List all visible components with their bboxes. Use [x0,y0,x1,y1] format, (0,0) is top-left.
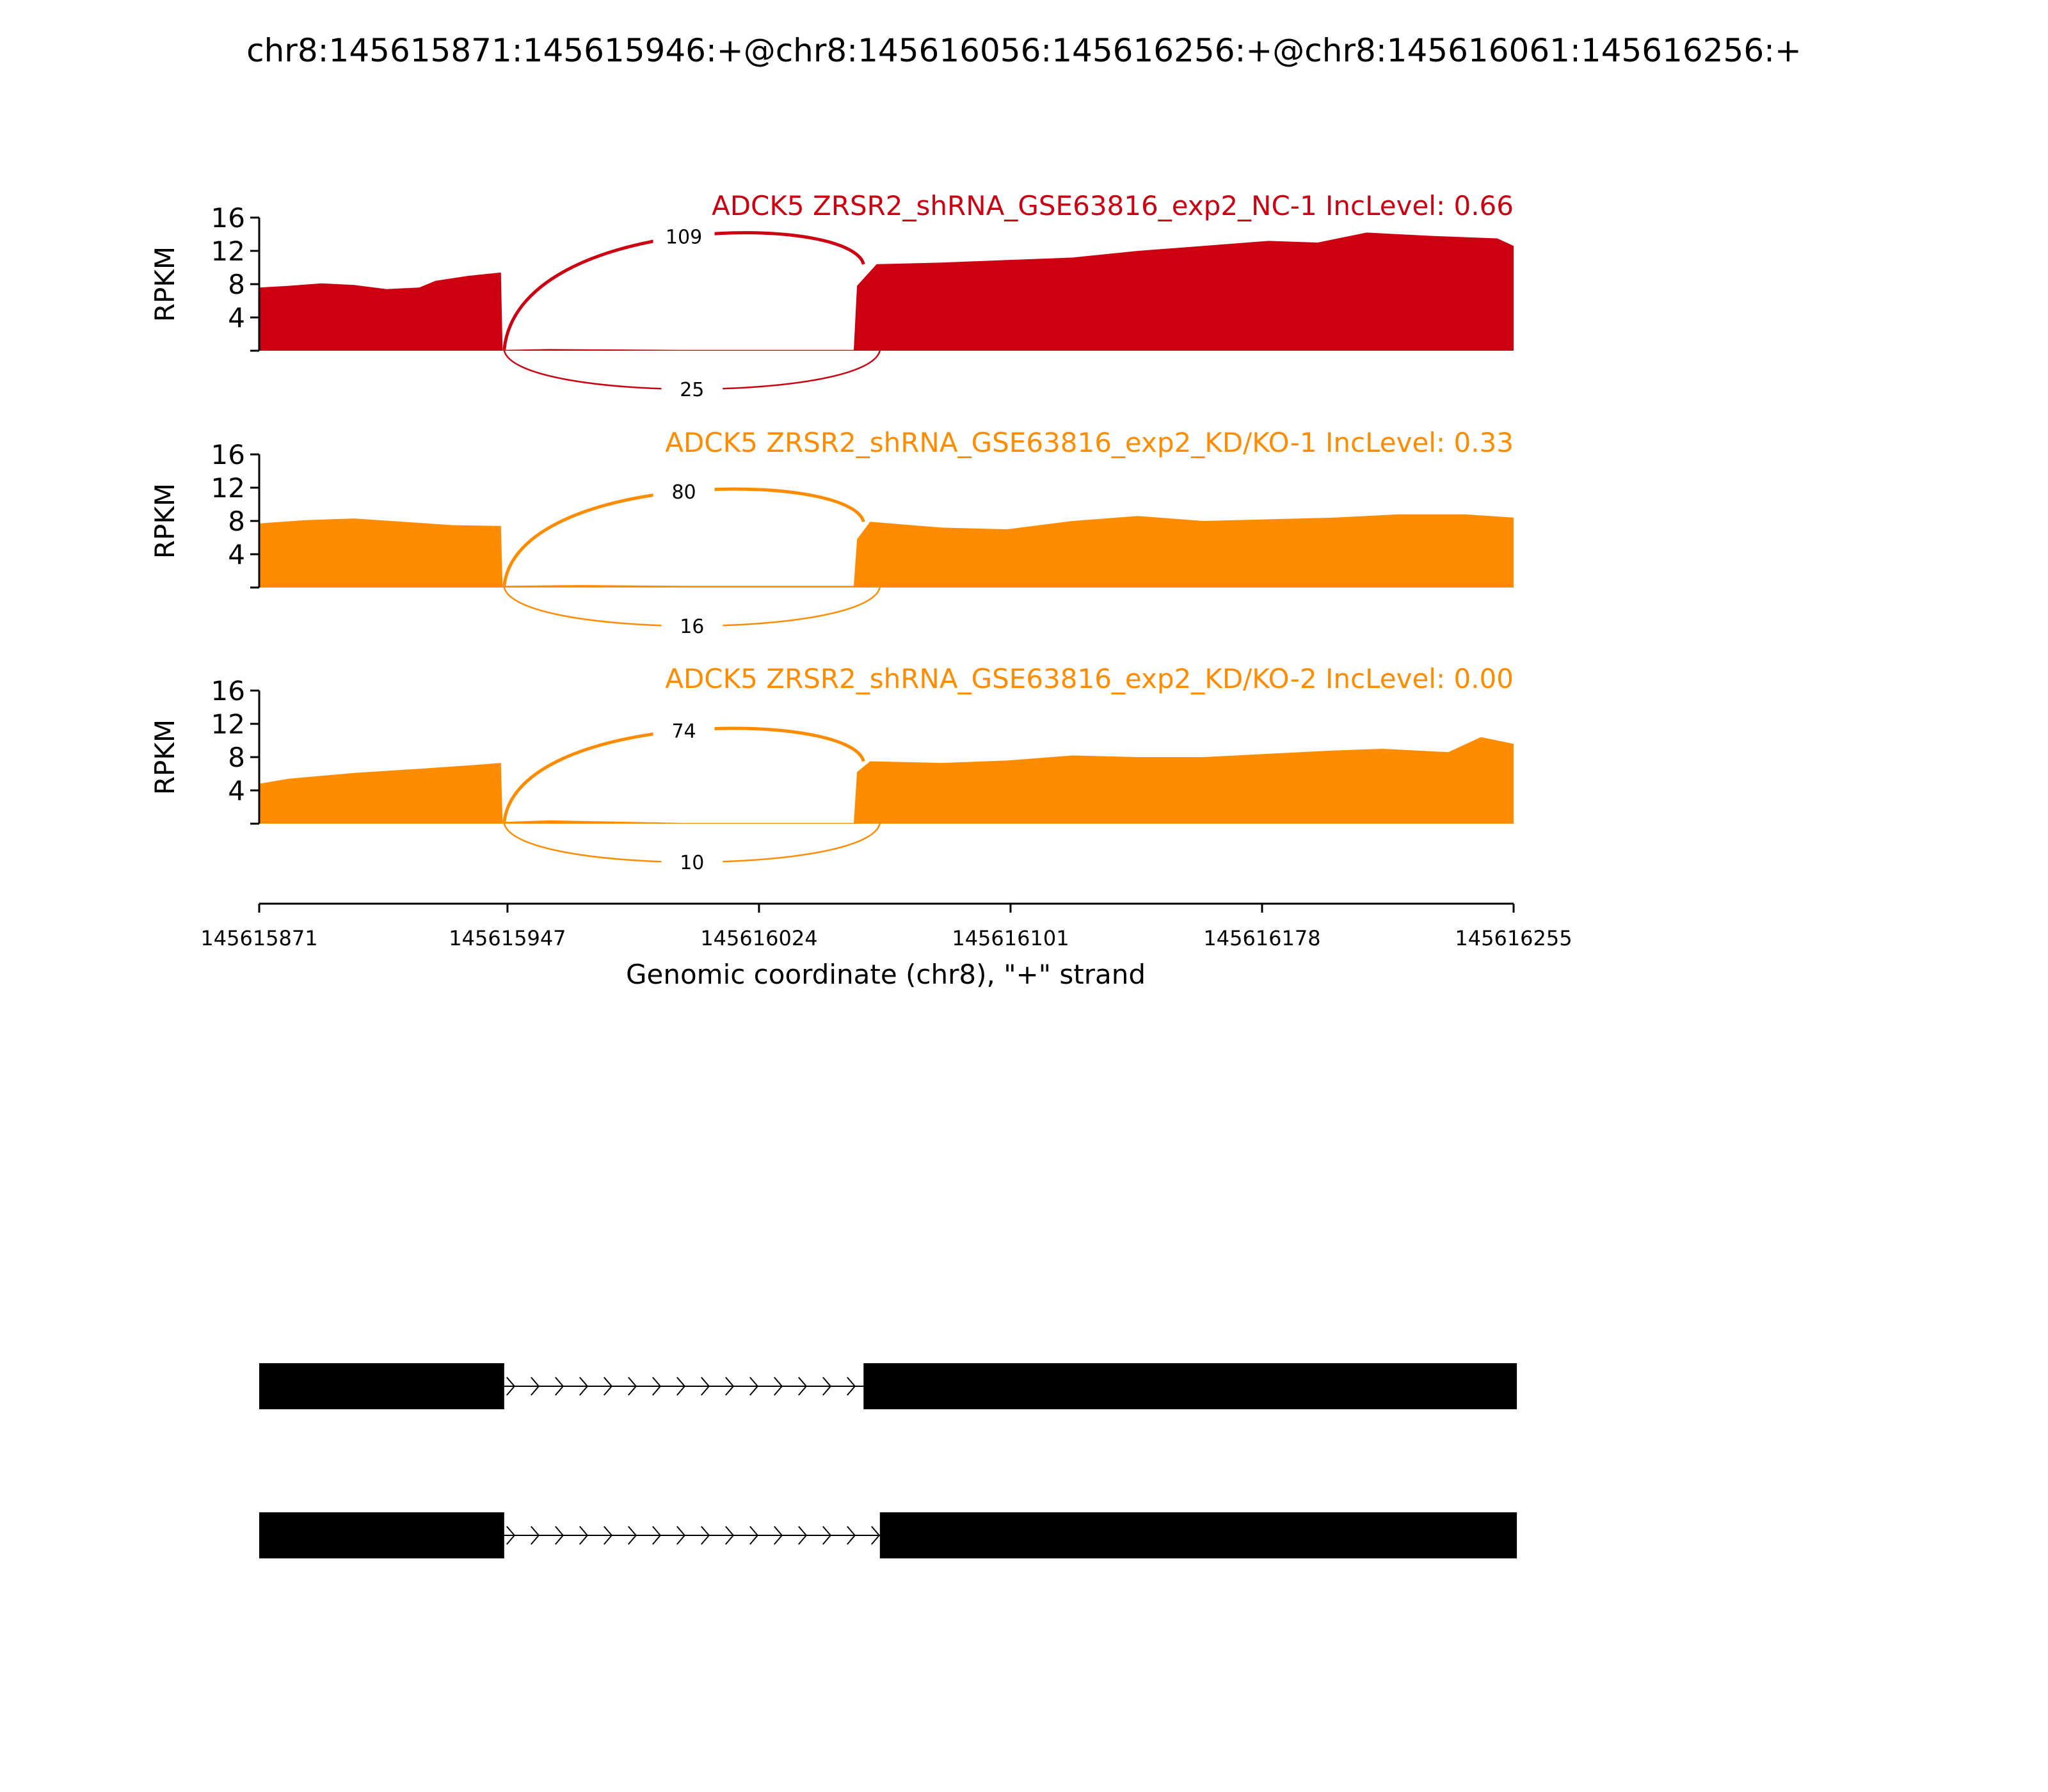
y-tick-label: 4 [228,539,245,570]
transcript-1 [259,1363,1517,1409]
junction-label-bg [653,478,715,504]
y-tick-label: 8 [228,506,245,537]
sample-label: ADCK5 ZRSR2_shRNA_GSE63816_exp2_NC-1 Inc… [712,190,1514,221]
y-tick-label: 16 [211,675,245,707]
sample-label: ADCK5 ZRSR2_shRNA_GSE63816_exp2_KD/KO-2 … [665,663,1514,694]
strand-chevron [652,1377,662,1396]
exon-block [259,1363,504,1409]
y-tick-label: 16 [211,439,245,470]
strand-chevron [847,1526,856,1545]
strand-chevron [749,1377,759,1396]
x-tick-label: 145615947 [449,926,566,950]
strand-chevron [798,1377,808,1396]
junction-count-label: 80 [671,481,696,504]
y-tick-label: 4 [228,775,245,806]
strand-chevron [652,1526,662,1545]
strand-chevron [774,1377,783,1396]
strand-chevron [628,1526,637,1545]
strand-chevron [604,1526,613,1545]
y-tick-label: 8 [228,269,245,300]
strand-chevron [506,1377,516,1396]
exon-block [259,1512,504,1558]
junction-count-label: 25 [680,379,704,401]
x-axis-label: Genomic coordinate (chr8), "+" strand [626,959,1146,990]
junction-label-bg [653,717,715,744]
strand-chevron [822,1526,832,1545]
y-tick-label: 12 [211,472,245,504]
y-tick-label: 4 [228,302,245,333]
strand-chevron [847,1377,856,1396]
strand-chevron [676,1526,686,1545]
strand-chevron [701,1377,710,1396]
strand-chevron [676,1377,686,1396]
junction-label-bg [653,223,715,250]
strand-chevron [555,1526,564,1545]
y-axis-label: RPKM [149,246,180,322]
figure-title: chr8:145615871:145615946:+@chr8:14561605… [246,32,1802,69]
strand-chevron [555,1377,564,1396]
y-tick-label: 16 [211,202,245,234]
transcript-2 [259,1512,1517,1558]
junction-count-label: 109 [666,227,702,249]
y-tick-label: 12 [211,236,245,267]
strand-chevron [531,1377,540,1396]
strand-chevron [579,1377,589,1396]
y-tick-label: 12 [211,708,245,740]
y-axis-label: RPKM [149,719,180,795]
strand-chevron [531,1526,540,1545]
y-tick-label: 8 [228,742,245,773]
junction-label-bg [661,849,723,875]
strand-chevron [579,1526,589,1545]
strand-chevron [749,1526,759,1545]
junction-arc [502,231,865,350]
junction-label-bg [661,613,723,639]
strand-chevron [725,1377,735,1396]
x-tick-label: 145616255 [1455,926,1572,950]
transcript-models [259,1363,1517,1558]
x-axis: 145615871 145615947 145616024 145616101 1456… [200,902,1572,950]
junction-count-label: 10 [680,852,704,874]
strand-chevron [604,1377,613,1396]
junction-label-bg [661,376,723,402]
strand-chevron [506,1526,516,1545]
strand-chevron [871,1526,881,1545]
sample-label: ADCK5 ZRSR2_shRNA_GSE63816_exp2_KD/KO-1 … [665,427,1514,458]
coverage-area [259,232,1514,351]
x-tick-label: 145616024 [700,926,817,950]
strand-chevron [774,1526,783,1545]
strand-chevron [628,1377,637,1396]
strand-chevron [701,1526,710,1545]
strand-chevron [725,1526,735,1545]
junction-count-label: 74 [671,720,696,742]
strand-chevron [822,1377,832,1396]
exon-block [879,1512,1517,1558]
exon-block [863,1363,1517,1409]
strand-chevron [798,1526,808,1545]
coverage-area [259,737,1514,824]
junction-count-label: 16 [680,616,704,638]
x-tick-label: 145616101 [952,926,1069,950]
x-tick-label: 145615871 [200,926,317,950]
coverage-area [259,514,1514,588]
x-tick-label: 145616178 [1203,926,1320,950]
y-axis-label: RPKM [149,483,180,559]
